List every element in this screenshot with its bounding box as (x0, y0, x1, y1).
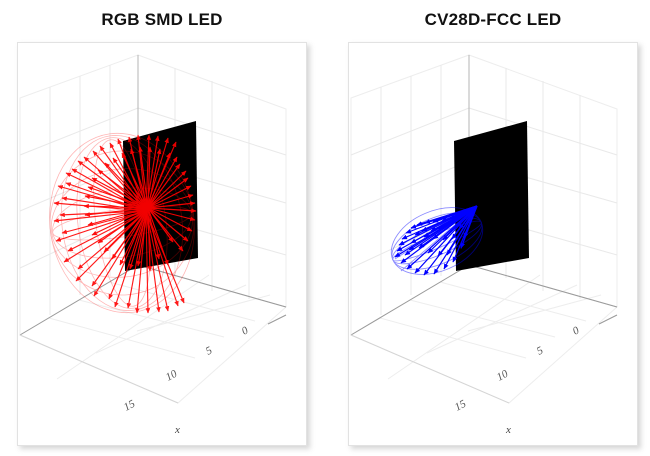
tick-label-5: 5 (204, 344, 215, 357)
plot-canvas-cv28d-fcc-led: 0 5 10 15 x (349, 54, 619, 436)
tick-label-10: 10 (495, 368, 511, 384)
x-axis-label: x (174, 424, 180, 436)
vector-field-rgb-smd-led (49, 132, 197, 314)
target-plane (454, 121, 529, 271)
tick-label-0: 0 (571, 324, 582, 337)
panel-title-rgb-smd-led: RGB SMD LED (101, 10, 223, 29)
plot-panel-rgb-smd-led[interactable]: 0 5 10 15 x (17, 42, 307, 446)
plot-canvas-rgb-smd-led: 0 5 10 15 x (18, 54, 288, 436)
panel-title-cv28d-fcc-led: CV28D-FCC LED (424, 10, 562, 29)
tick-label-0: 0 (240, 324, 251, 337)
x-axis-ticks: 0 5 10 15 (122, 324, 251, 413)
x-axis-label: x (505, 424, 511, 436)
vector-field-cv28d-fcc-led (390, 205, 484, 276)
tick-label-5: 5 (535, 344, 546, 357)
plot-panel-cv28d-fcc-led[interactable]: 0 5 10 15 x (348, 42, 638, 446)
tick-label-15: 15 (453, 398, 469, 414)
tick-label-15: 15 (122, 398, 138, 414)
tick-label-10: 10 (164, 368, 180, 384)
x-axis-ticks: 0 5 10 15 (453, 324, 582, 413)
